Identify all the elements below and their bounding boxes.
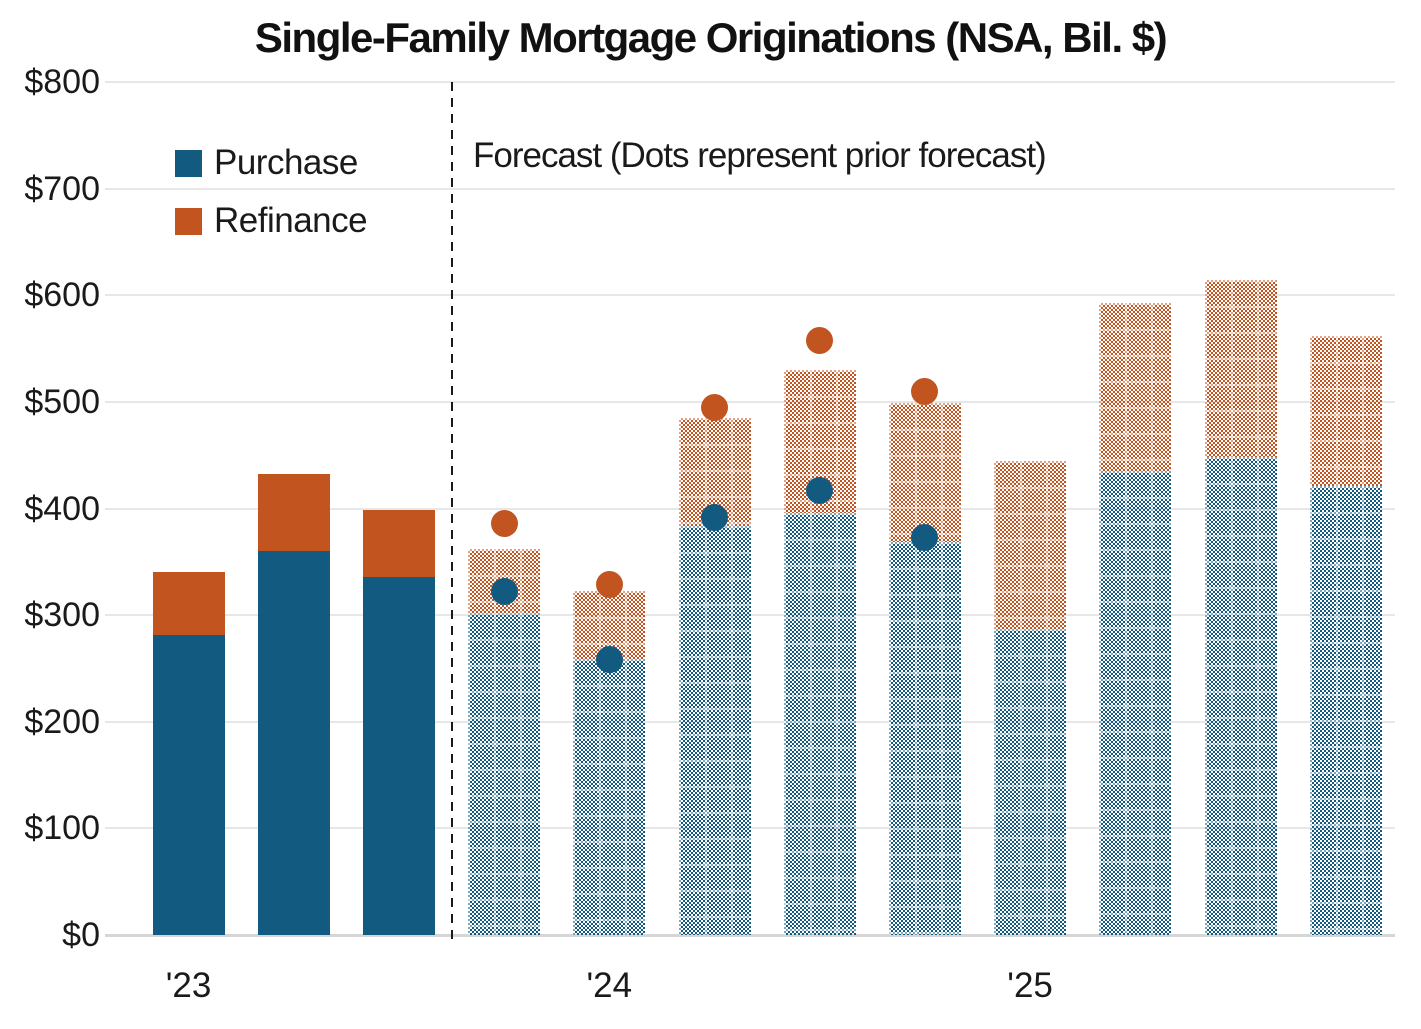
bar-refinance-segment bbox=[888, 402, 961, 542]
legend-label-purchase: Purchase bbox=[214, 143, 358, 182]
legend-item-purchase: Purchase bbox=[175, 143, 367, 183]
gridline bbox=[105, 81, 1395, 83]
bar-purchase-segment bbox=[257, 551, 330, 935]
y-tick-label: $200 bbox=[24, 702, 100, 741]
bar-purchase-segment bbox=[468, 612, 541, 935]
gridline bbox=[105, 187, 1395, 190]
bar-refinance-segment bbox=[1099, 302, 1172, 472]
prior-forecast-dot-purchase bbox=[806, 476, 834, 504]
prior-forecast-dot-total bbox=[701, 393, 728, 421]
prior-forecast-dot-purchase bbox=[701, 503, 728, 531]
bar-purchase-segment bbox=[994, 628, 1067, 935]
y-tick-label: $800 bbox=[24, 63, 100, 101]
bar-purchase-segment bbox=[1309, 486, 1382, 935]
y-tick-label: $300 bbox=[24, 596, 100, 635]
gridline bbox=[105, 294, 1395, 297]
bar-purchase-segment bbox=[1204, 457, 1277, 935]
bar-refinance-segment bbox=[1309, 335, 1382, 487]
y-tick-label: $0 bbox=[62, 916, 100, 954]
y-tick-label: $100 bbox=[24, 809, 100, 848]
x-tick-label: '23 bbox=[165, 966, 212, 1005]
gridline bbox=[105, 400, 1395, 403]
legend-label-refinance: Refinance bbox=[214, 201, 368, 240]
bar-refinance-segment bbox=[362, 509, 435, 577]
bar-purchase-segment bbox=[678, 525, 751, 935]
bar-purchase-segment bbox=[362, 576, 435, 935]
prior-forecast-dot-purchase bbox=[595, 646, 623, 674]
prior-forecast-dot-total bbox=[806, 326, 834, 354]
prior-forecast-dot-purchase bbox=[490, 578, 518, 606]
chart-title: Single-Family Mortgage Originations (NSA… bbox=[254, 14, 1168, 61]
x-axis-line bbox=[105, 934, 1395, 937]
y-tick-label: $600 bbox=[24, 276, 100, 315]
prior-forecast-dot-total bbox=[911, 377, 939, 405]
prior-forecast-dot-total bbox=[595, 570, 623, 598]
refinance-swatch-icon bbox=[175, 207, 202, 235]
purchase-swatch-icon bbox=[175, 149, 202, 177]
y-tick-label: $500 bbox=[24, 382, 100, 421]
legend-item-refinance: Refinance bbox=[175, 201, 368, 241]
bar-purchase-segment bbox=[1099, 471, 1172, 935]
bar-purchase-segment bbox=[573, 658, 646, 935]
y-tick-label: $700 bbox=[24, 169, 100, 208]
bar-refinance-segment bbox=[257, 474, 330, 552]
forecast-annotation: Forecast (Dots represent prior forecast) bbox=[473, 136, 1047, 175]
bar-refinance-segment bbox=[152, 572, 225, 636]
legend: Purchase Refinance bbox=[175, 143, 368, 259]
y-tick-label: $400 bbox=[24, 489, 100, 528]
forecast-divider-line bbox=[450, 82, 453, 943]
prior-forecast-dot-purchase bbox=[911, 523, 939, 551]
x-tick-label: '24 bbox=[586, 966, 633, 1005]
bar-purchase-segment bbox=[888, 541, 961, 935]
prior-forecast-dot-total bbox=[490, 509, 518, 537]
bar-purchase-segment bbox=[152, 635, 225, 935]
x-tick-label: '25 bbox=[1007, 966, 1053, 1005]
bar-purchase-segment bbox=[783, 512, 856, 935]
bar-refinance-segment bbox=[994, 460, 1067, 629]
bar-refinance-segment bbox=[1204, 280, 1277, 458]
